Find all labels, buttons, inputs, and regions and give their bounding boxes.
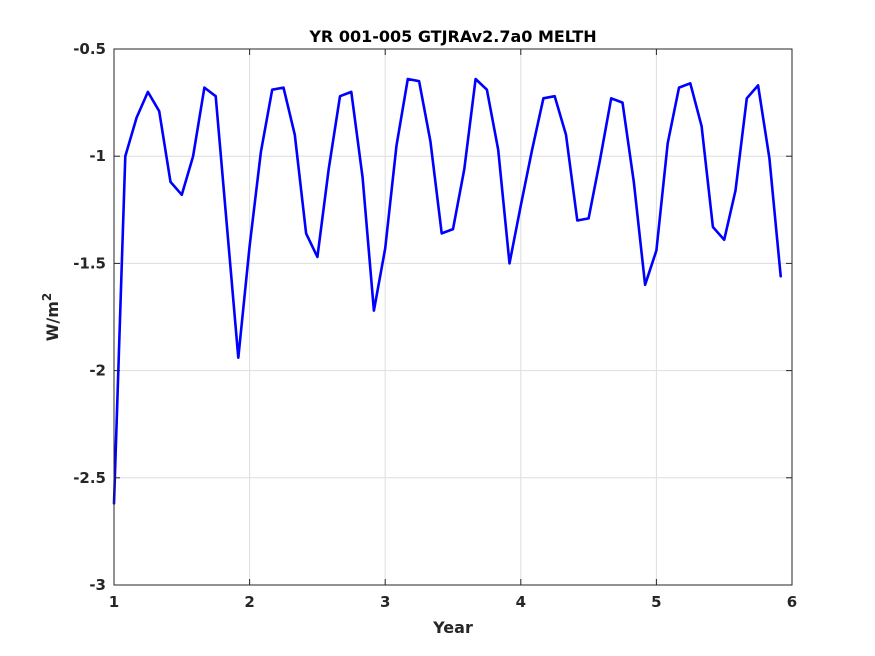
- x-tick-label: 3: [380, 593, 390, 611]
- chart-title: YR 001-005 GTJRAv2.7a0 MELTH: [308, 27, 596, 46]
- y-axis-label-superscript: 2: [40, 293, 54, 301]
- x-tick-label: 5: [651, 593, 661, 611]
- y-tick-label: -3: [89, 576, 106, 594]
- x-tick-labels: 1 2 3 4 5 6: [109, 593, 797, 611]
- series-layer: [112, 77, 783, 505]
- tick-marks: [113, 48, 793, 586]
- series-line: [112, 77, 783, 505]
- y-tick-labels: -3 -2.5 -2 -1.5 -1 -0.5: [73, 40, 106, 594]
- grid-lines: [113, 48, 793, 586]
- y-axis-label-text: W/m: [43, 301, 62, 341]
- x-tick-label: 6: [787, 593, 797, 611]
- y-tick-label: -2: [89, 362, 106, 380]
- x-tick-label: 4: [516, 593, 526, 611]
- y-tick-label: -1.5: [73, 254, 106, 272]
- y-tick-label: -0.5: [73, 40, 106, 58]
- x-axis-label: Year: [432, 618, 473, 637]
- y-tick-label: -1: [89, 147, 106, 165]
- y-tick-label: -2.5: [73, 469, 106, 487]
- x-tick-label: 2: [244, 593, 254, 611]
- plot-frame: [113, 48, 793, 586]
- y-axis-label: W/m2: [40, 293, 62, 342]
- x-tick-label: 1: [109, 593, 119, 611]
- plot-area: [114, 49, 792, 585]
